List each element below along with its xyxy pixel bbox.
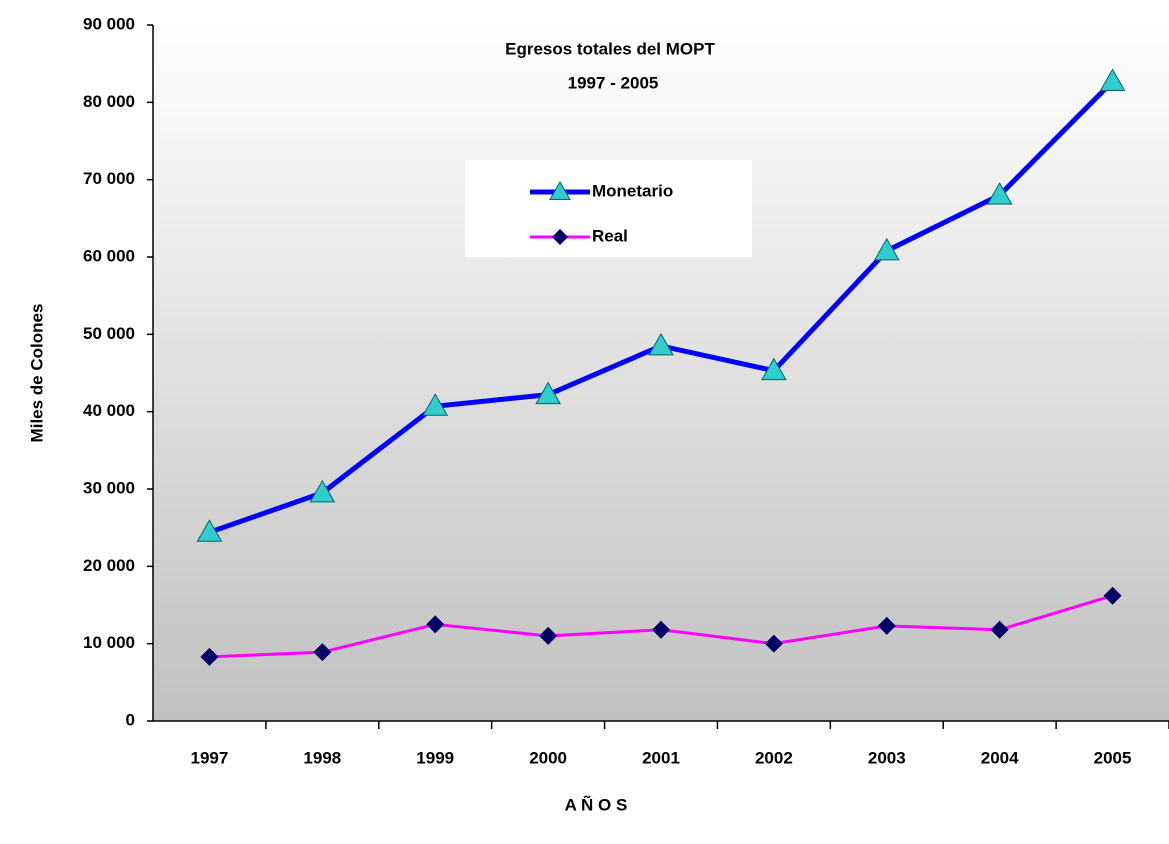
x-tick-label: 1998 xyxy=(303,748,341,767)
marker xyxy=(309,479,336,503)
marker xyxy=(652,620,670,639)
marker xyxy=(196,519,223,542)
y-tick-label: 70 000 xyxy=(83,169,135,188)
marker xyxy=(990,620,1009,639)
y-tick-label: 30 000 xyxy=(83,478,135,497)
x-tick-label: 2001 xyxy=(642,748,680,767)
marker xyxy=(1099,68,1126,91)
x-tick-label: 1999 xyxy=(416,748,454,767)
marker xyxy=(539,626,558,645)
x-axis-label: A Ñ O S xyxy=(565,794,628,814)
x-tick-label: 2003 xyxy=(868,748,906,767)
y-tick-label: 90 000 xyxy=(83,14,135,33)
x-tick-label: 2005 xyxy=(1094,748,1132,767)
y-tick-label: 60 000 xyxy=(83,246,135,265)
y-tick-label: 80 000 xyxy=(83,92,135,111)
legend-box xyxy=(465,160,752,257)
marker xyxy=(986,182,1013,205)
marker xyxy=(1103,586,1122,605)
plot-area xyxy=(153,25,1169,721)
x-tick-label: 2004 xyxy=(981,748,1019,767)
y-axis-label: Miles de Colones xyxy=(27,304,46,443)
marker xyxy=(552,229,568,245)
marker xyxy=(426,615,445,634)
y-tick-label: 40 000 xyxy=(83,401,135,420)
y-tick-label: 50 000 xyxy=(83,324,135,343)
marker xyxy=(313,643,332,662)
x-tick-label: 1997 xyxy=(191,748,229,767)
legend-label: Real xyxy=(592,226,628,245)
chart-title: Egresos totales del MOPT xyxy=(505,39,715,58)
chart-subtitle: 1997 - 2005 xyxy=(568,73,659,92)
marker xyxy=(761,357,787,381)
marker xyxy=(200,647,219,666)
x-tick-label: 2002 xyxy=(755,748,793,767)
marker xyxy=(877,616,896,635)
marker xyxy=(549,180,571,200)
y-tick-label: 0 xyxy=(126,710,135,729)
marker xyxy=(422,393,449,416)
y-tick-label: 20 000 xyxy=(83,556,135,575)
x-tick-label: 2000 xyxy=(529,748,567,767)
y-tick-label: 10 000 xyxy=(83,633,135,652)
marker xyxy=(648,332,674,356)
marker xyxy=(764,634,783,653)
marker xyxy=(873,237,900,261)
legend-label: Monetario xyxy=(592,181,673,200)
marker xyxy=(535,381,561,405)
